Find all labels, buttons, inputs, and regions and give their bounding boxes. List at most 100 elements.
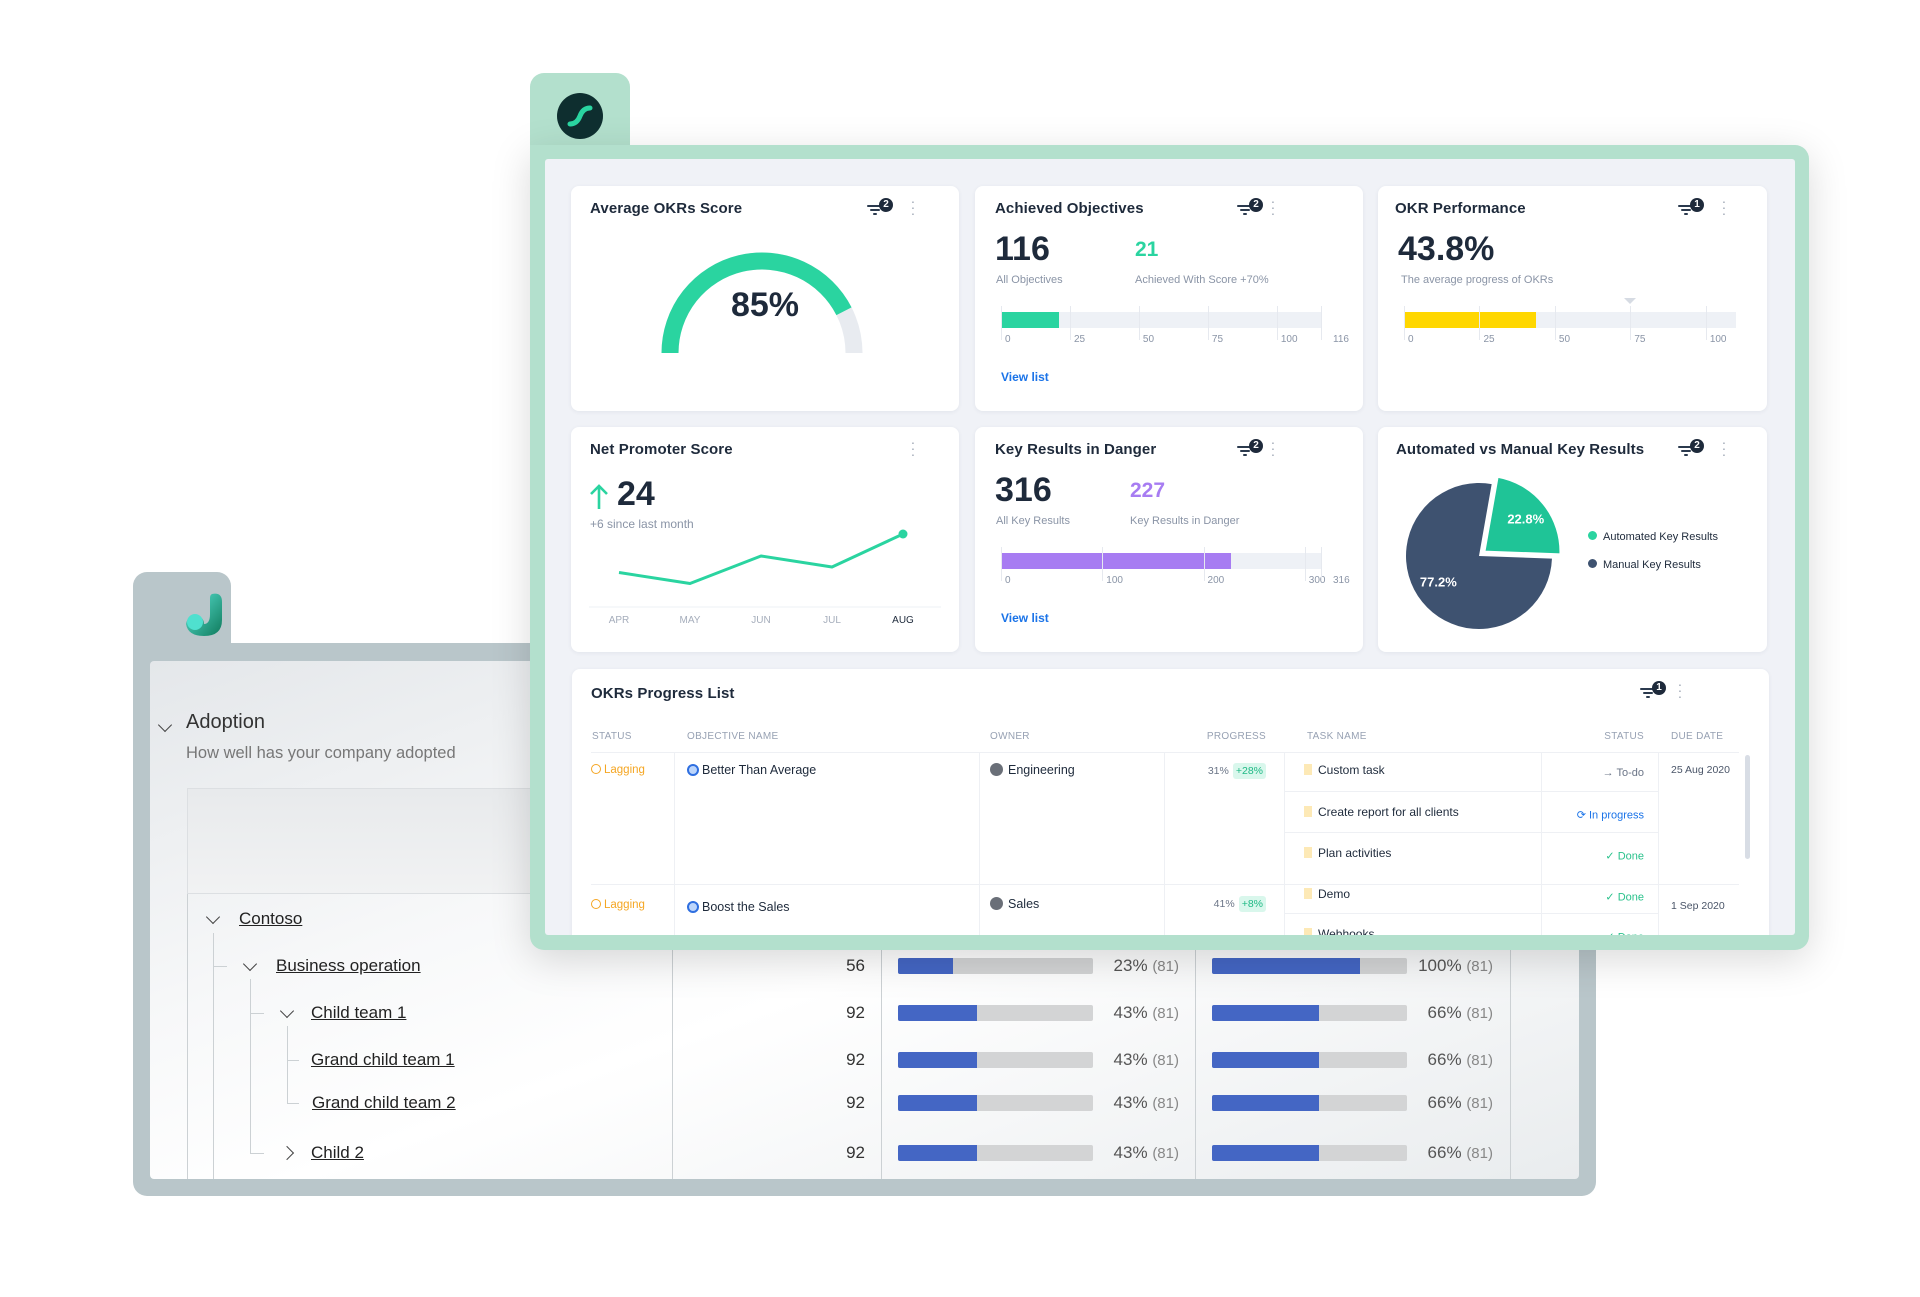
section-subtitle: How well has your company adopted bbox=[186, 744, 456, 762]
filter-icon[interactable]: 2 bbox=[1237, 198, 1263, 218]
card-title: Key Results in Danger bbox=[995, 441, 1157, 458]
progress-bar-fill bbox=[898, 1095, 978, 1111]
progress-bar bbox=[1212, 1052, 1407, 1068]
status-label: Lagging bbox=[604, 764, 645, 776]
column-header[interactable]: TASK NAME bbox=[1307, 731, 1367, 742]
progress-bar bbox=[1212, 1145, 1407, 1161]
check-icon: ✓ bbox=[1605, 891, 1618, 904]
nps-line-chart: APR MAY JUN JUL AUG bbox=[589, 529, 941, 626]
tick-line bbox=[1102, 547, 1104, 581]
tick-label: 200 bbox=[1207, 575, 1225, 586]
nps-value: 24 bbox=[617, 475, 655, 513]
task-name[interactable]: Demo bbox=[1304, 887, 1350, 901]
tick-label: 100 bbox=[1106, 575, 1123, 586]
task-status: → To-do bbox=[1544, 767, 1644, 779]
objective-name[interactable]: Boost the Sales bbox=[687, 900, 790, 914]
filter-icon[interactable]: 2 bbox=[867, 198, 893, 218]
chevron-right-icon[interactable] bbox=[279, 1145, 295, 1161]
chevron-down-icon[interactable] bbox=[157, 717, 173, 733]
task-status: ✓ Done bbox=[1544, 891, 1644, 904]
more-options-icon[interactable]: · · · bbox=[1721, 434, 1727, 462]
more-options-icon[interactable]: · · · bbox=[1721, 193, 1727, 221]
task-icon bbox=[1304, 928, 1312, 935]
tree-item-link[interactable]: Grand child team 2 bbox=[312, 1093, 456, 1112]
percent: 66% bbox=[1427, 1093, 1462, 1112]
tree-item-link[interactable]: Contoso bbox=[239, 909, 303, 928]
column-header[interactable]: PROGRESS bbox=[1206, 731, 1266, 742]
status-label: Lagging bbox=[604, 899, 645, 911]
bar-fill bbox=[1404, 312, 1537, 328]
more-options-icon[interactable]: · · · bbox=[1270, 434, 1276, 462]
chevron-down-icon[interactable] bbox=[279, 1003, 295, 1019]
filter-icon[interactable]: 1 bbox=[1678, 198, 1704, 218]
app-logo-icon bbox=[182, 590, 230, 638]
clock-icon bbox=[591, 899, 601, 909]
column-header[interactable]: STATUS bbox=[1604, 731, 1644, 742]
filter-icon[interactable]: 2 bbox=[1678, 439, 1704, 459]
task-name[interactable]: Webhooks bbox=[1304, 927, 1374, 935]
progress-bar bbox=[1212, 958, 1407, 974]
more-options-icon[interactable]: · · · bbox=[1677, 676, 1683, 704]
tree-item-link[interactable]: Grand child team 1 bbox=[311, 1050, 455, 1069]
view-list-link[interactable]: View list bbox=[1001, 611, 1049, 625]
progress-value: 41% +8% bbox=[1166, 896, 1266, 912]
column-header[interactable]: OBJECTIVE NAME bbox=[687, 731, 779, 742]
more-options-icon[interactable]: · · · bbox=[1270, 193, 1276, 221]
legend-dot bbox=[1588, 559, 1597, 568]
filter-icon[interactable]: 1 bbox=[1640, 681, 1666, 701]
legend-manual: Manual Key Results bbox=[1588, 559, 1701, 571]
x-tick-label: JUL bbox=[823, 615, 841, 626]
task-name[interactable]: Plan activities bbox=[1304, 846, 1391, 860]
target-icon bbox=[687, 901, 699, 913]
column-header[interactable]: STATUS bbox=[592, 731, 632, 742]
key-results-in-danger-card: Key Results in Danger 2 · · · 316 All Key … bbox=[975, 427, 1363, 652]
divider bbox=[979, 753, 980, 935]
arrow-right-icon: → bbox=[1602, 767, 1617, 779]
task-status-label: In progress bbox=[1588, 809, 1644, 822]
performance-label: The average progress of OKRs bbox=[1401, 274, 1554, 286]
tick-label: 50 bbox=[1142, 334, 1155, 345]
task-name[interactable]: Custom task bbox=[1304, 763, 1385, 777]
pie-slice bbox=[1406, 483, 1552, 629]
more-options-icon[interactable]: · · · bbox=[910, 434, 916, 462]
tick-line bbox=[1321, 306, 1322, 340]
filter-count-badge: 1 bbox=[1690, 198, 1704, 212]
filter-icon[interactable]: 2 bbox=[1237, 439, 1263, 459]
divider bbox=[1284, 913, 1658, 914]
progress-bar bbox=[898, 1145, 1093, 1161]
chevron-down-icon[interactable] bbox=[205, 909, 221, 925]
tick-line bbox=[1138, 306, 1140, 340]
owner-label: Sales bbox=[1008, 897, 1040, 911]
progress-text: 43% (81) bbox=[1069, 1143, 1179, 1163]
tree-line bbox=[213, 966, 227, 967]
count-value: 92 bbox=[846, 1003, 865, 1022]
chevron-down-icon[interactable] bbox=[242, 956, 258, 972]
performance-bar: 0 25 50 75 100 bbox=[1404, 298, 1736, 345]
progress-bar-fill bbox=[1212, 1052, 1320, 1068]
scrollbar[interactable] bbox=[1745, 755, 1750, 859]
card-title: OKRs Progress List bbox=[591, 685, 735, 702]
view-list-link[interactable]: View list bbox=[1001, 370, 1049, 384]
x-tick-label: APR bbox=[609, 615, 630, 626]
task-name[interactable]: Create report for all clients bbox=[1304, 805, 1459, 819]
owner: Sales bbox=[990, 897, 1039, 911]
tick-label: 75 bbox=[1211, 334, 1224, 345]
count: (81) bbox=[1152, 1052, 1179, 1069]
tick-label: 25 bbox=[1073, 334, 1086, 345]
column-header[interactable]: DUE DATE bbox=[1671, 731, 1724, 742]
count: (81) bbox=[1466, 1005, 1493, 1022]
objective-name[interactable]: Better Than Average bbox=[687, 763, 816, 777]
task-label: Create report for all clients bbox=[1318, 805, 1459, 819]
card-title: OKR Performance bbox=[1395, 200, 1526, 217]
total-label: All Key Results bbox=[996, 515, 1070, 527]
tree-item-link[interactable]: Child 2 bbox=[311, 1143, 364, 1162]
tree-line bbox=[250, 1153, 264, 1154]
tree-item-link[interactable]: Child team 1 bbox=[311, 1003, 407, 1022]
progress-bar bbox=[898, 1005, 1093, 1021]
column-header[interactable]: OWNER bbox=[990, 731, 1030, 742]
more-options-icon[interactable]: · · · bbox=[910, 193, 916, 221]
achieved-label: Achieved With Score +70% bbox=[1135, 274, 1269, 286]
tree-item-link[interactable]: Business operation bbox=[276, 956, 421, 975]
x-tick-label: JUN bbox=[751, 615, 770, 626]
arrow-up-icon bbox=[590, 484, 608, 509]
